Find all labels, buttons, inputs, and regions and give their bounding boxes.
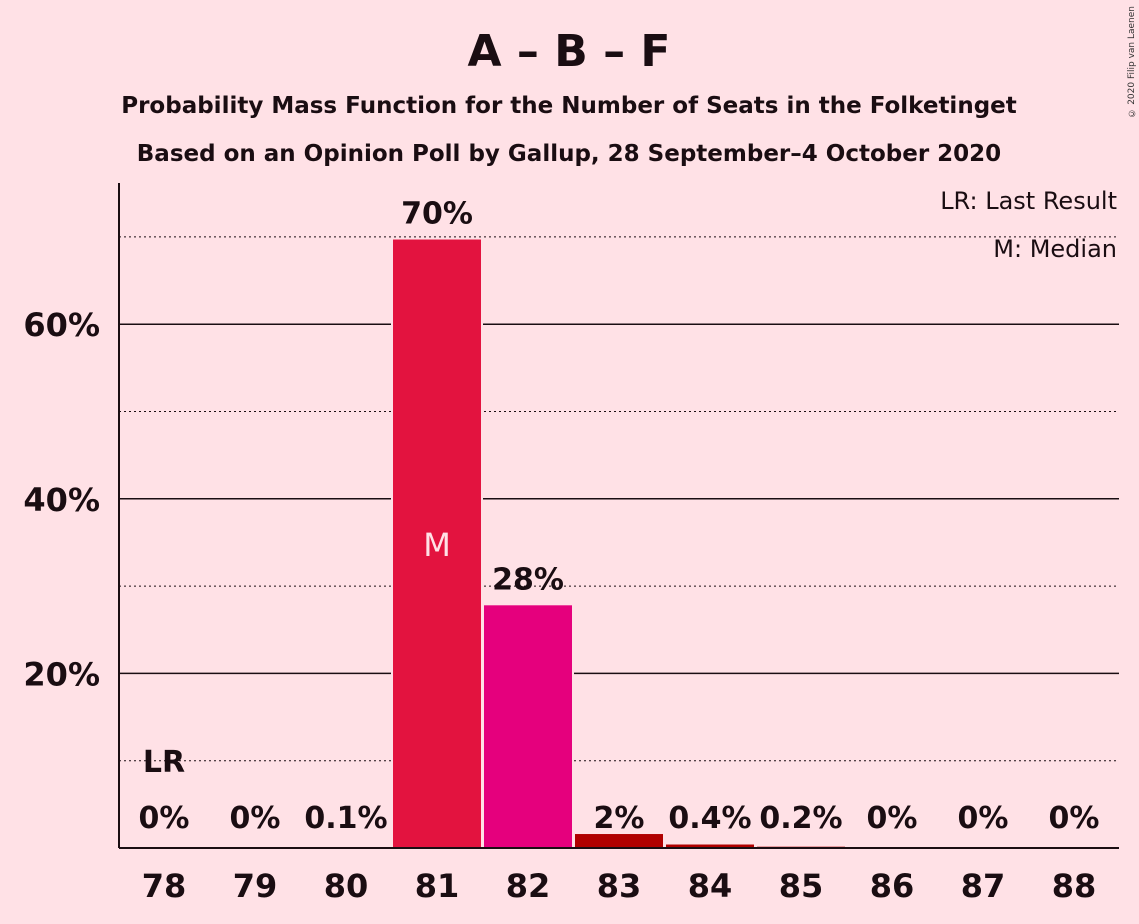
x-tick-label: 84 bbox=[688, 867, 733, 905]
last-result-marker: LR bbox=[143, 745, 185, 780]
bar bbox=[575, 834, 663, 848]
median-marker: M bbox=[423, 526, 451, 564]
y-tick-label: 20% bbox=[23, 655, 100, 693]
gridlines bbox=[119, 236, 1119, 762]
x-tick-label: 87 bbox=[961, 867, 1006, 905]
data-label: 0% bbox=[867, 801, 918, 836]
copyright-notice: © 2020 Filip van Laenen bbox=[1127, 6, 1137, 118]
x-tick-label: 85 bbox=[779, 867, 824, 905]
data-label: 0.4% bbox=[668, 801, 751, 836]
data-label: 0.2% bbox=[759, 801, 842, 836]
bars bbox=[302, 237, 845, 849]
x-tick-label: 86 bbox=[870, 867, 915, 905]
data-label: 2% bbox=[594, 801, 645, 836]
x-tick-label: 78 bbox=[142, 867, 187, 905]
legend-median: M: Median bbox=[993, 235, 1117, 263]
legend-last-result: LR: Last Result bbox=[940, 187, 1117, 215]
data-label: 0% bbox=[139, 801, 190, 836]
data-label: 0.1% bbox=[304, 801, 387, 836]
data-label: 0% bbox=[230, 801, 281, 836]
data-label: 0% bbox=[1049, 801, 1100, 836]
x-tick-label: 79 bbox=[233, 867, 278, 905]
bar bbox=[666, 844, 754, 848]
chart-subtitle: Probability Mass Function for the Number… bbox=[121, 93, 1017, 119]
x-tick-label: 88 bbox=[1052, 867, 1097, 905]
x-tick-label: 83 bbox=[597, 867, 642, 905]
data-label: 0% bbox=[958, 801, 1009, 836]
x-tick-label: 80 bbox=[324, 867, 369, 905]
bar bbox=[393, 239, 481, 849]
x-tick-label: 81 bbox=[415, 867, 460, 905]
y-tick-label: 40% bbox=[23, 481, 100, 519]
chart-subtitle-2: Based on an Opinion Poll by Gallup, 28 S… bbox=[137, 141, 1001, 167]
bar bbox=[484, 605, 572, 848]
y-tick-label: 60% bbox=[23, 306, 100, 344]
data-label: 28% bbox=[492, 562, 564, 597]
chart-title: A – B – F bbox=[468, 26, 671, 77]
data-label: 70% bbox=[401, 197, 473, 232]
x-tick-label: 82 bbox=[506, 867, 551, 905]
labels: 20% 40% 60% 0% 78 LR 0% 79 0.1% 80 70% 81 M 28% 82 2% 83… bbox=[23, 197, 1099, 905]
